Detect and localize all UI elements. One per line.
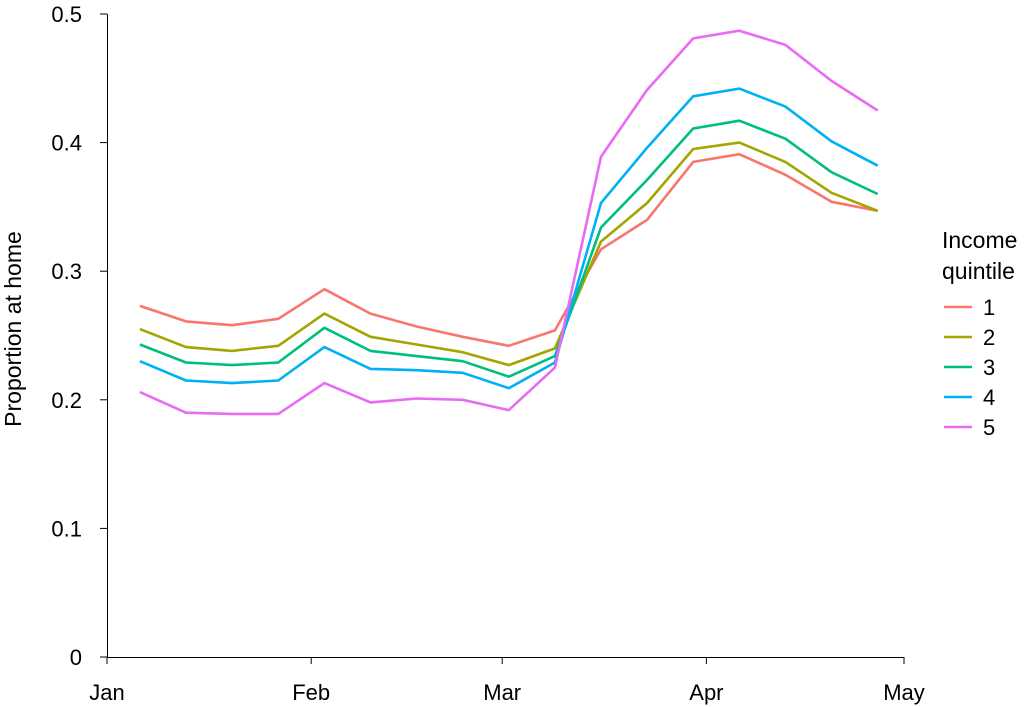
x-tick-label: Mar [483, 680, 521, 705]
legend-items: 1 2 3 4 5 [944, 295, 995, 440]
series-line-quintile-3 [139, 119, 879, 379]
series-line-quintile-4 [139, 87, 879, 390]
x-tick-label: Apr [689, 680, 723, 705]
y-axis-ticks: 0 0.1 0.2 0.3 0.4 0.5 [51, 2, 107, 670]
y-tick-label: 0.4 [51, 131, 82, 156]
legend-label-quintile-5: 5 [983, 415, 995, 440]
y-tick-label: 0.3 [51, 259, 82, 284]
legend-label-quintile-1: 1 [983, 295, 995, 320]
legend-label-quintile-4: 4 [983, 385, 995, 410]
series-line-quintile-2 [139, 141, 879, 367]
legend-title-line-1: Income [942, 227, 1017, 253]
x-tick-label: Jan [89, 680, 124, 705]
y-tick-label: 0.2 [51, 388, 82, 413]
legend-label-quintile-3: 3 [983, 355, 995, 380]
series-lines [139, 29, 879, 416]
y-tick-label: 0.5 [51, 2, 82, 27]
y-axis-title: Proportion at home [0, 231, 26, 427]
y-tick-label: 0.1 [51, 516, 82, 541]
y-tick-label: 0 [70, 645, 82, 670]
x-axis-ticks: Jan Feb Mar Apr May [89, 657, 925, 705]
series-line-quintile-1 [139, 152, 878, 348]
legend-title-line-2: quintile [942, 258, 1015, 284]
x-tick-label: Feb [292, 680, 330, 705]
legend-label-quintile-2: 2 [983, 325, 995, 350]
legend: Income quintile 1 2 3 4 5 [942, 227, 1017, 440]
series-line-quintile-5 [139, 29, 879, 416]
x-tick-label: May [883, 680, 925, 705]
